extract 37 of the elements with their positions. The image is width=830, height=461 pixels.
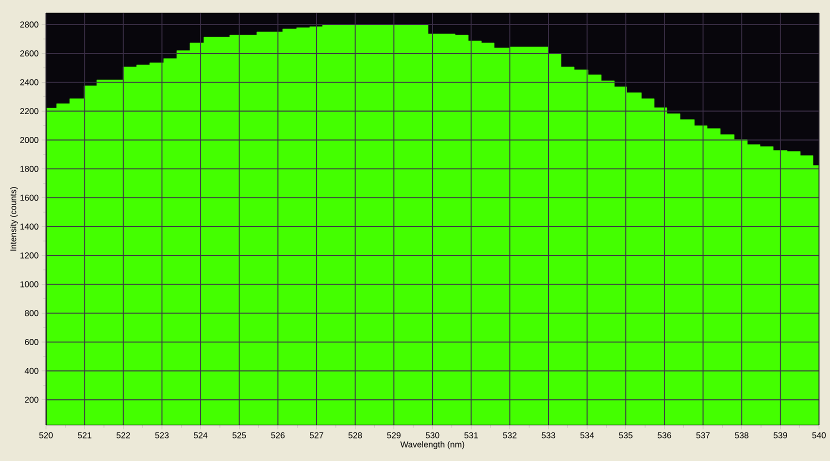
x-axis-title: Wavelength (nm)	[400, 441, 464, 450]
x-tick-label: 526	[271, 432, 285, 438]
y-tick-label: 1800	[20, 166, 38, 172]
x-tick-label: 531	[464, 432, 478, 438]
x-tick-label: 529	[387, 432, 401, 438]
y-tick-label: 2200	[20, 108, 38, 114]
x-tick-label: 539	[774, 432, 788, 438]
x-tick-label: 522	[116, 432, 130, 438]
x-tick-label: 525	[232, 432, 246, 438]
y-tick-label: 2000	[20, 136, 38, 143]
x-tick-label: 536	[658, 432, 672, 438]
x-tick-label: 523	[155, 432, 169, 438]
y-axis-title: Intensity (counts)	[10, 187, 18, 251]
x-tick-label: 535	[619, 432, 632, 438]
y-tick-label: 2800	[20, 22, 38, 28]
x-tick-label: 537	[696, 432, 710, 438]
y-tick-label: 1200	[20, 252, 38, 258]
x-tick-label: 520	[39, 432, 53, 438]
y-tick-label: 2600	[20, 50, 38, 56]
y-tick-label: 1400	[20, 224, 38, 230]
y-tick-label: 1600	[20, 194, 38, 201]
x-tick-label: 540	[812, 432, 826, 438]
x-tick-label: 530	[426, 432, 440, 438]
y-tick-label: 1000	[20, 281, 38, 288]
x-tick-label: 538	[734, 432, 748, 438]
y-tick-label: 800	[24, 310, 38, 316]
x-tick-label: 534	[580, 432, 594, 438]
y-tick-label: 400	[24, 368, 38, 374]
x-tick-label: 532	[503, 432, 516, 438]
x-tick-label: 524	[194, 432, 208, 438]
x-tick-label: 521	[78, 432, 92, 438]
x-tick-label: 528	[348, 432, 362, 438]
y-tick-label: 2400	[20, 79, 38, 86]
y-tick-label: 600	[24, 339, 38, 346]
x-tick-label: 533	[542, 432, 556, 438]
y-tick-label: 200	[24, 396, 38, 403]
x-tick-label: 527	[310, 432, 324, 438]
